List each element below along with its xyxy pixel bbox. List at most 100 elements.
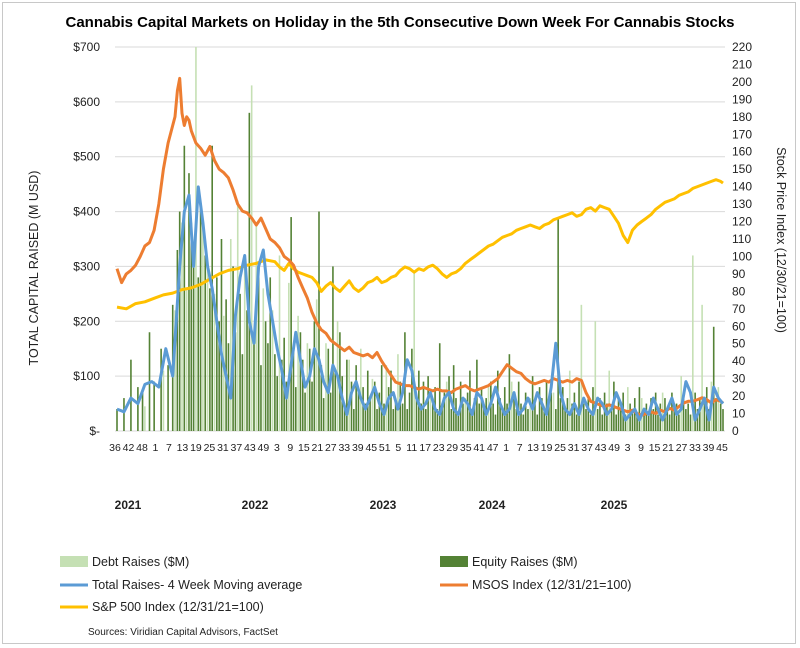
bar (452, 365, 455, 431)
y-right-tick-label: 10 (732, 407, 746, 421)
bar (278, 255, 281, 431)
bar (137, 387, 139, 431)
y-tick-label: $500 (73, 150, 100, 164)
bar (199, 200, 202, 431)
legend-swatch-debt (60, 556, 88, 567)
bar (204, 255, 207, 431)
bar (234, 332, 237, 431)
y-tick-label: $100 (73, 369, 100, 383)
series-line (116, 185, 725, 422)
y-right-tick-label: 140 (732, 180, 752, 194)
bar (420, 403, 422, 431)
bar (698, 398, 701, 431)
bar (627, 387, 629, 431)
bar (394, 398, 397, 431)
bar (548, 403, 550, 431)
bar (431, 398, 434, 431)
y-right-tick-label: 60 (732, 319, 746, 333)
bar (218, 321, 220, 431)
x-tick-label: 15 (649, 442, 661, 454)
y-right-tick-label: 130 (732, 197, 752, 211)
y-right-tick-label: 180 (732, 110, 752, 124)
y-axis-label: TOTAL CAPITAL RAISED (M USD) (27, 171, 41, 366)
bar (557, 217, 559, 431)
gridlines (115, 46, 725, 432)
y-tick-label: $700 (73, 40, 100, 54)
bar (188, 173, 190, 431)
x-tick-label: 49 (608, 442, 620, 454)
bar (167, 365, 169, 431)
bar (408, 392, 411, 431)
bar (503, 387, 506, 431)
x-tick-label: 31 (568, 442, 580, 454)
bar (288, 282, 290, 431)
bar (573, 392, 576, 431)
bar (297, 315, 299, 431)
bar (213, 293, 216, 431)
x-tick-label: 7 (166, 442, 172, 454)
y-right-tick-label: 40 (732, 354, 746, 368)
x-tick-label: 37 (231, 442, 243, 454)
bar (216, 277, 218, 431)
x-tick-label: 23 (433, 442, 445, 454)
bar (501, 409, 504, 431)
bar (464, 398, 467, 431)
bar (568, 370, 571, 431)
bar (719, 403, 722, 431)
bar (130, 359, 132, 431)
bar (371, 378, 374, 431)
year-label: 2024 (479, 498, 506, 512)
x-tick-label: 5 (395, 442, 401, 454)
bar (262, 288, 265, 431)
bar (364, 403, 367, 431)
bar (696, 409, 699, 431)
bar (643, 409, 645, 431)
bar (457, 414, 460, 431)
y-right-tick-label: 70 (732, 302, 746, 316)
bar (647, 414, 650, 431)
y-right-tick-label: 190 (732, 92, 752, 106)
bar (174, 310, 176, 431)
bar (471, 409, 474, 431)
bar (373, 381, 376, 431)
bar (703, 403, 706, 431)
bar (315, 299, 318, 431)
x-tick-label: 35 (460, 442, 472, 454)
x-tick-label: 19 (190, 442, 202, 454)
bar (566, 398, 569, 431)
bar (722, 409, 724, 431)
bar (480, 387, 483, 431)
legend-label-debt: Debt Raises ($M) (92, 555, 189, 569)
legend: Debt Raises ($M) Equity Raises ($M) Tota… (60, 555, 631, 614)
x-tick-label: 33 (338, 442, 350, 454)
bar (229, 239, 232, 431)
bar (362, 387, 364, 431)
bar (390, 370, 392, 431)
bar (267, 343, 269, 431)
year-label: 2021 (115, 498, 142, 512)
x-tick-label: 9 (287, 442, 293, 454)
x-tick-label: 1 (153, 442, 159, 454)
bar (269, 277, 272, 431)
bar (346, 359, 348, 431)
legend-label-msos: MSOS Index (12/31/21=100) (472, 578, 631, 592)
bar (355, 365, 357, 431)
bar (160, 348, 162, 431)
bar (239, 293, 241, 431)
bar (513, 398, 515, 431)
bar (692, 255, 694, 431)
bar (399, 381, 402, 431)
x-tick-label: 17 (419, 442, 431, 454)
bar (246, 310, 248, 431)
x-tick-label: 49 (258, 442, 270, 454)
bar (508, 354, 511, 431)
y-right-tick-label: 120 (732, 215, 752, 229)
bar (378, 392, 381, 431)
year-label: 2025 (601, 498, 628, 512)
bar (301, 359, 304, 431)
bar (633, 398, 636, 431)
bar (666, 409, 669, 431)
x-tick-label: 13 (177, 442, 189, 454)
x-tick-label: 21 (662, 442, 674, 454)
year-label: 2022 (242, 498, 269, 512)
